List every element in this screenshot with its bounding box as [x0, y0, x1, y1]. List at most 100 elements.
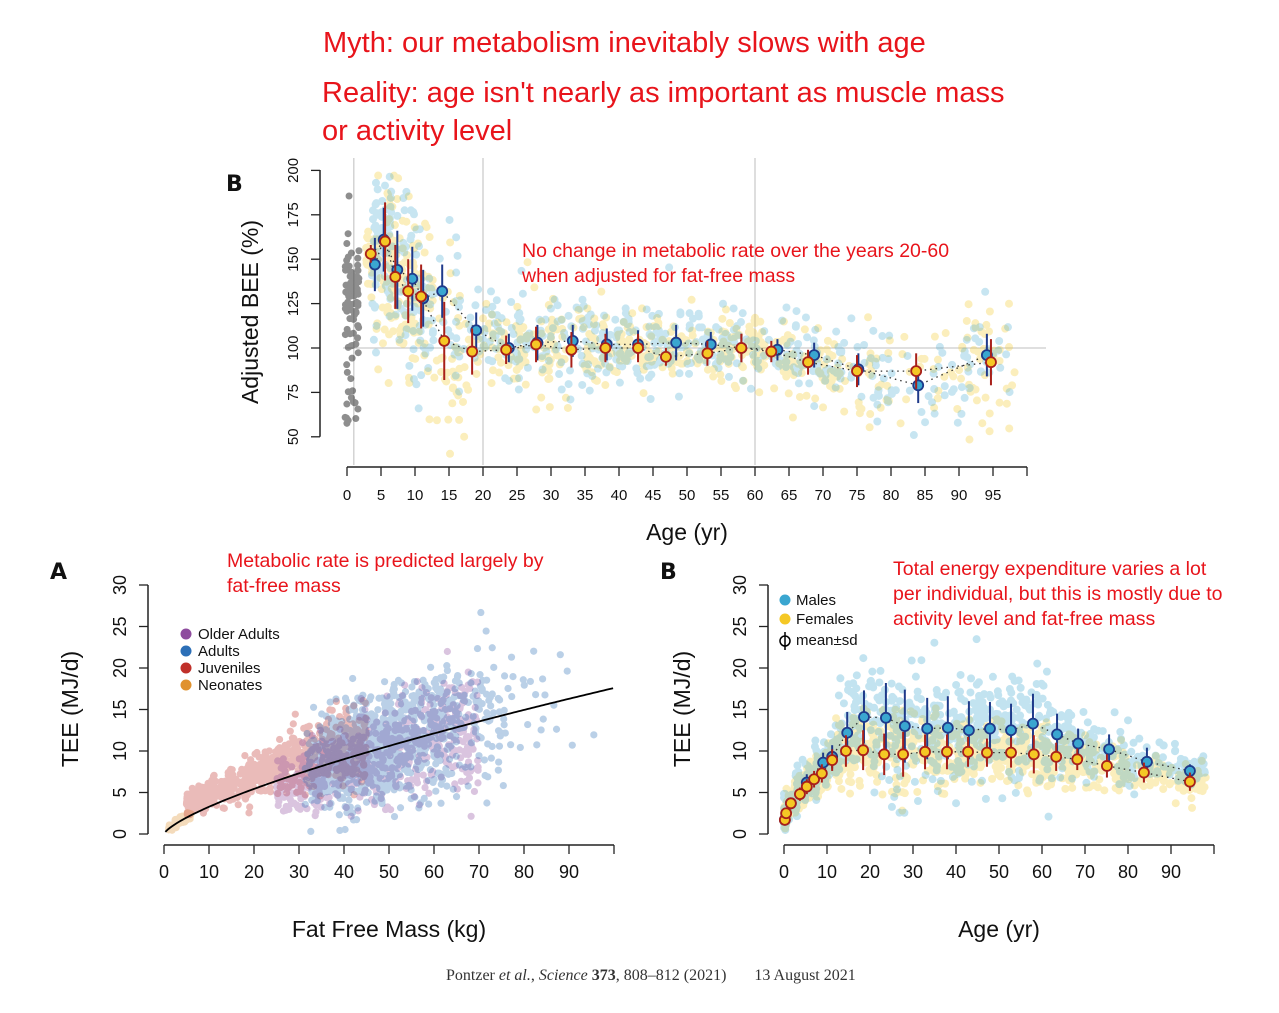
bee-females-scatter-point: [985, 427, 994, 436]
bee-males-scatter-point: [681, 341, 690, 350]
bee-females-scatter-point: [782, 339, 791, 348]
ffm-scatter-point: [239, 783, 247, 791]
ffm-scatter-point: [288, 734, 297, 742]
bee-females-scatter-point: [971, 323, 980, 332]
bee-males-scatter-point: [792, 307, 801, 316]
y-tick-label: 0: [110, 829, 130, 839]
bee-neonate-point: [353, 287, 361, 295]
ffm-scatter-point: [362, 730, 370, 738]
ffm-scatter-point: [454, 692, 462, 700]
ffm-scatter-point: [342, 779, 350, 787]
bee-females-scatter-point: [647, 332, 656, 341]
bee-females-scatter-point: [487, 379, 496, 388]
ffm-scatter-point: [289, 720, 297, 728]
bee-females-scatter-point: [373, 319, 382, 328]
ffm-scatter-point: [336, 766, 344, 774]
ffm-scatter-point: [303, 723, 311, 731]
ffm-scatter-point: [276, 735, 284, 744]
ffm-scatter-point: [533, 741, 541, 749]
ffm-scatter-point: [215, 789, 223, 797]
bee-females-scatter-point: [385, 200, 394, 209]
ffm-scatter-point: [338, 774, 347, 782]
bee-males-scatter-point: [435, 254, 444, 263]
bee-males-scatter-point: [414, 242, 423, 251]
ffm-scatter-point: [350, 701, 358, 709]
ffm-scatter-point: [300, 755, 308, 763]
ffm-scatter-point: [238, 781, 246, 789]
bee-males-scatter-point: [621, 309, 630, 318]
bee-males-scatter-point: [585, 386, 594, 395]
bee-males-scatter-point: [583, 369, 592, 378]
bee-females-mean-point: [389, 271, 402, 283]
bee-males-scatter-point: [429, 336, 438, 345]
ffm-scatter-point: [242, 793, 250, 801]
ffm-scatter-point: [274, 757, 282, 765]
ffm-scatter-point: [467, 812, 475, 820]
ffm-scatter-point: [433, 743, 441, 751]
bee-males-scatter-point: [719, 299, 728, 308]
ffm-scatter-point: [285, 764, 293, 772]
ffm-scatter-point: [337, 772, 346, 780]
ffm-scatter-point: [486, 693, 494, 701]
bee-females-scatter-point: [788, 413, 797, 422]
bee-females-scatter-point: [515, 327, 524, 336]
bee-males-mean-point: [368, 258, 381, 271]
ffm-scatter-point: [198, 799, 207, 807]
bee-males-scatter-point: [650, 339, 659, 348]
ffm-scatter-point: [452, 738, 460, 746]
bee-males-scatter-point: [591, 326, 600, 335]
bee-males-scatter-point: [751, 337, 760, 346]
ffm-scatter-point: [219, 791, 228, 800]
bee-males-scatter-point: [824, 364, 833, 373]
bee-males-scatter-point: [373, 209, 382, 218]
ffm-scatter-point: [394, 676, 403, 685]
bee-females-scatter-point: [717, 341, 726, 350]
bee-females-scatter-point: [658, 335, 667, 344]
ffm-scatter-point: [242, 782, 250, 790]
bee-males-scatter-point: [654, 309, 663, 318]
ffm-scatter-point: [176, 813, 184, 821]
bee-males-scatter-point: [409, 308, 418, 317]
x-tick-label: 55: [713, 487, 730, 504]
bee-males-scatter-point: [929, 369, 938, 378]
bee-males-scatter-point: [975, 337, 984, 346]
ffm-scatter-point: [318, 735, 326, 743]
bee-males-scatter-point: [866, 354, 875, 363]
bee-females-scatter-point: [933, 394, 942, 403]
ffm-scatter-point: [328, 730, 336, 738]
ffm-scatter-point: [208, 797, 217, 805]
y-axis-label: TEE (MJ/d): [669, 651, 695, 767]
bee-females-scatter-point: [650, 353, 659, 362]
ffm-scatter-point: [262, 767, 271, 776]
bee-females-scatter-point: [592, 359, 601, 368]
bee-males-scatter-point: [546, 333, 555, 342]
bee-females-scatter-point: [616, 337, 625, 346]
bee-females-scatter-point: [718, 327, 727, 336]
ffm-scatter-point: [319, 724, 328, 733]
ffm-scatter-point: [346, 743, 354, 752]
bee-females-scatter-point: [425, 303, 434, 312]
bee-females-scatter-point: [654, 321, 663, 330]
ffm-scatter-point: [400, 729, 408, 738]
bee-males-scatter-point: [466, 313, 475, 322]
bee-males-scatter-point: [387, 208, 396, 217]
bee-females-scatter-point: [516, 335, 525, 344]
bee-females-scatter-point: [639, 357, 648, 366]
bee-males-scatter-point: [794, 364, 803, 373]
ffm-scatter-point: [345, 725, 354, 733]
ffm-scatter-point: [314, 767, 322, 776]
bee-males-scatter-point: [402, 299, 411, 308]
bee-females-scatter-point: [815, 367, 824, 376]
bee-females-scatter-point: [423, 303, 432, 312]
ffm-scatter-point: [234, 777, 242, 786]
bee-females-scatter-point: [786, 366, 795, 375]
bee-females-scatter-point: [479, 341, 488, 350]
bee-males-scatter-point: [694, 312, 703, 321]
ffm-scatter-point: [316, 729, 324, 737]
bee-females-scatter-point: [590, 375, 599, 384]
ffm-scatter-point: [377, 794, 385, 803]
bee-males-scatter-point: [790, 350, 799, 359]
bee-females-mean-point: [802, 356, 814, 369]
bee-females-scatter-point: [709, 372, 718, 381]
ffm-scatter-point: [358, 778, 366, 786]
